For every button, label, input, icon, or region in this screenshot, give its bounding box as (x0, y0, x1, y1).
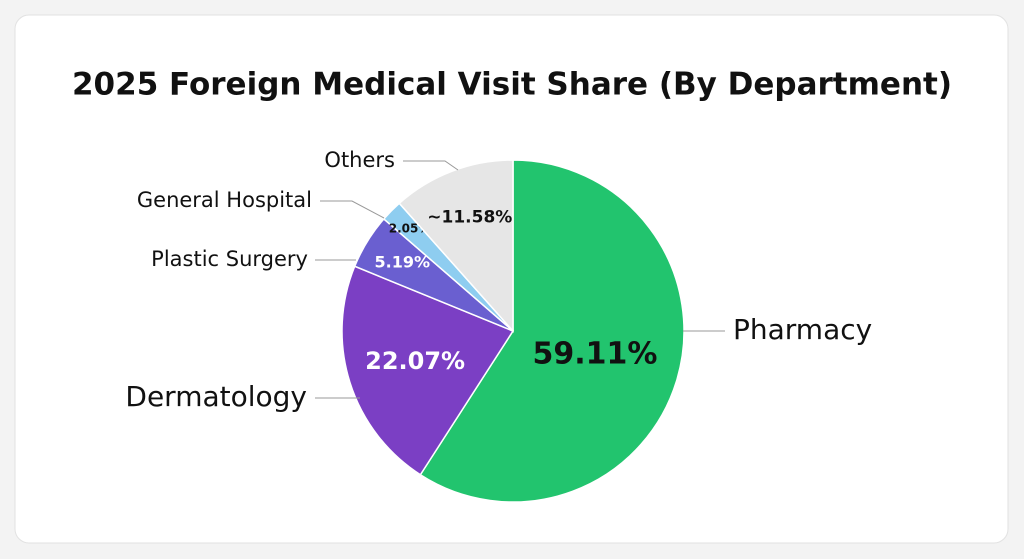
category-label: Others (324, 148, 395, 172)
chart-title: 2025 Foreign Medical Visit Share (By Dep… (72, 67, 952, 103)
value-label: 22.07% (365, 347, 465, 375)
leader-line (320, 200, 385, 219)
pie-slice (398, 159, 514, 333)
value-label: ~11.58% (427, 208, 512, 228)
value-label: 59.11% (533, 337, 658, 372)
pie-slice (419, 159, 685, 503)
category-label: Plastic Surgery (151, 247, 308, 271)
value-label: 5.19% (375, 252, 431, 271)
leader-line (403, 160, 459, 171)
category-label: Dermatology (125, 380, 307, 413)
pie-slice (341, 265, 515, 476)
category-label: Pharmacy (733, 313, 872, 346)
category-label: General Hospital (137, 188, 312, 212)
